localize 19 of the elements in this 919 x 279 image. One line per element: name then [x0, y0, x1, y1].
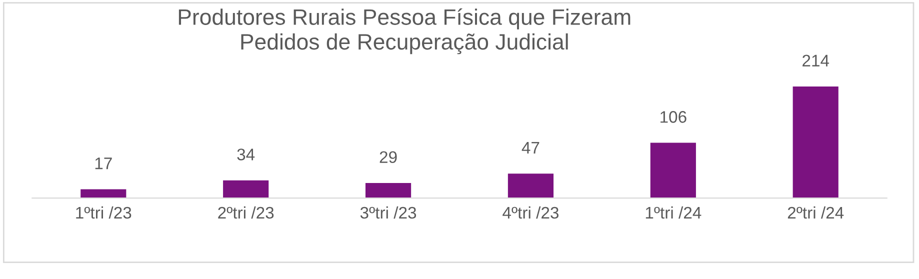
x-tick-label: 4ºtri /23 [502, 206, 559, 219]
bar [650, 142, 696, 198]
bar [792, 86, 838, 198]
x-tick-label: 2ºtri /23 [218, 206, 274, 219]
x-tick-label: 2ºtri /24 [788, 206, 844, 219]
data-label: 34 [237, 148, 255, 160]
bar [80, 189, 126, 198]
bar [223, 180, 269, 198]
data-label: 106 [660, 111, 686, 123]
x-tick-label: 1ºtri /23 [76, 206, 132, 219]
data-label: 214 [802, 54, 830, 66]
data-label: 17 [95, 158, 112, 170]
data-label: 47 [522, 142, 540, 154]
bar [365, 182, 412, 198]
x-tick-label: 3ºtri /23 [360, 206, 416, 219]
bar [508, 174, 554, 198]
x-tick-label: 1ºtri /24 [646, 206, 702, 219]
chart-title: Produtores Rurais Pessoa Física que Fizeram Pedidos de Recuperação Judicial [178, 8, 630, 54]
data-label: 29 [380, 151, 397, 164]
